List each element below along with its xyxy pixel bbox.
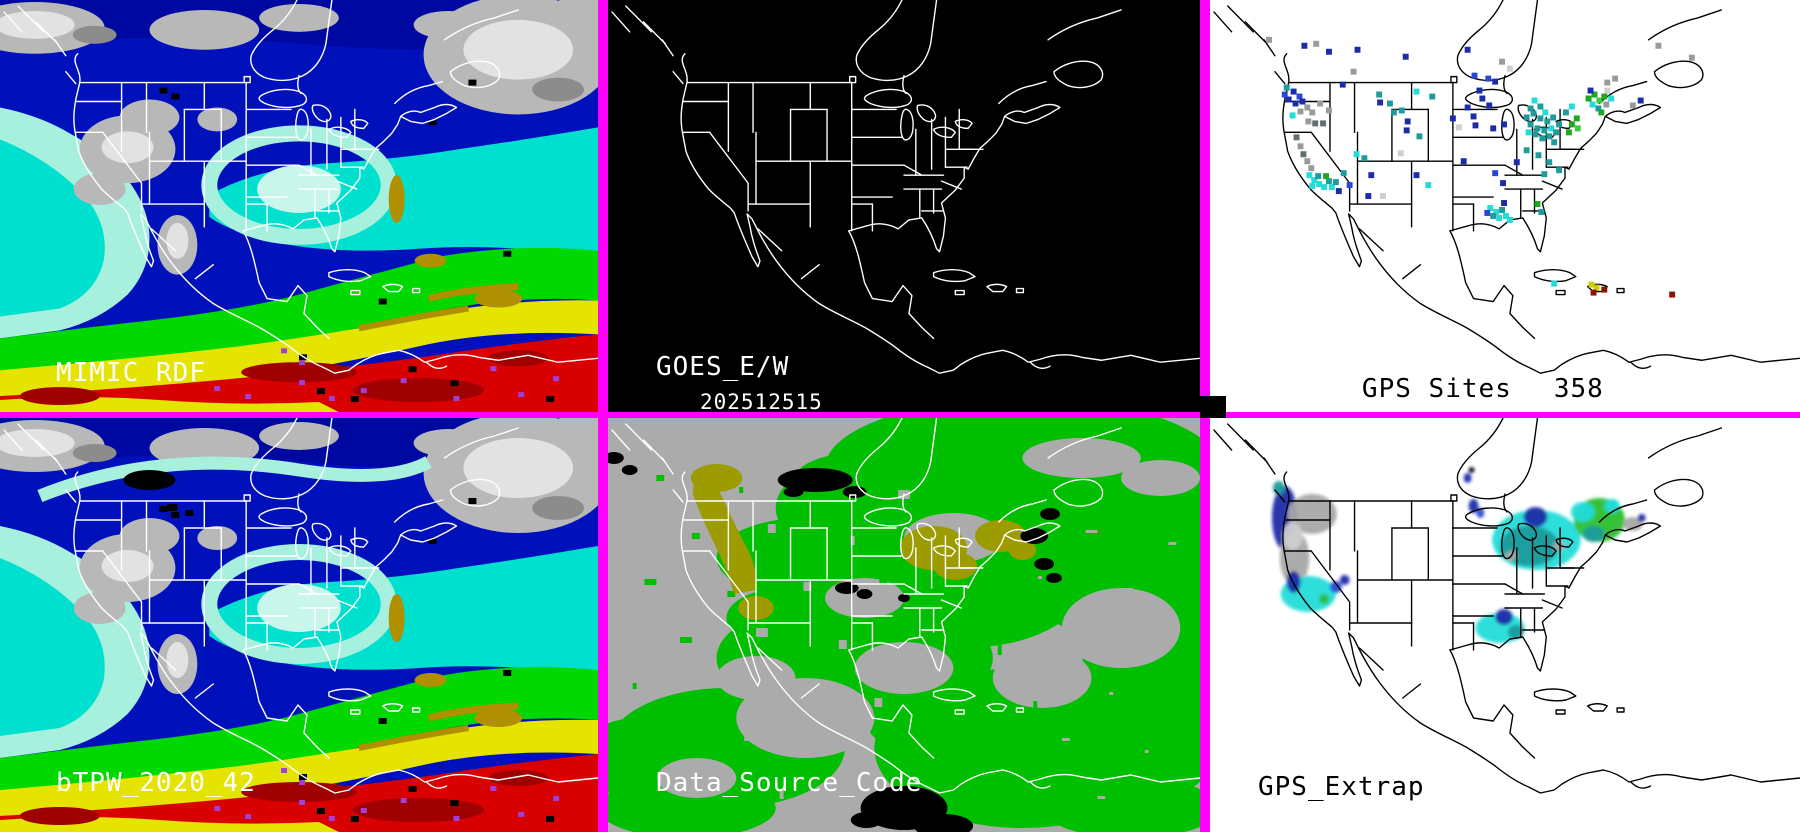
gps-sites-count: 358 — [1553, 374, 1604, 404]
gps-sites-map-image — [1210, 0, 1800, 412]
gps-extrap-map-image — [1210, 418, 1800, 832]
panel-mimic-rdf: MIMIC RDF — [0, 0, 598, 412]
goes-map-image — [608, 0, 1200, 412]
goes-ew-label: GOES_E/W — [656, 352, 790, 382]
divider-horizontal — [0, 412, 1800, 418]
gps-extrap-label: GPS_Extrap — [1258, 772, 1425, 802]
panel-gps-extrap: GPS_Extrap — [1210, 418, 1800, 832]
gps-sites-label: GPS Sites 358 — [1262, 350, 1604, 412]
data-source-code-label: Data_Source_Code — [656, 768, 923, 798]
panel-goes-ew: GOES_E/W 202512515 — [608, 0, 1200, 412]
data-source-code-map-image — [608, 418, 1200, 832]
goes-timestamp: 202512515 — [700, 390, 823, 412]
panel-data-source-code: Data_Source_Code — [608, 418, 1200, 832]
btpw-label: bTPW_2020_42 — [56, 768, 256, 798]
gps-sites-title: GPS Sites — [1361, 374, 1512, 404]
goes-black-strip — [1200, 396, 1226, 418]
mimic-rdf-map-image — [0, 0, 598, 412]
mimic-rdf-label: MIMIC RDF — [56, 358, 206, 388]
panel-gps-sites: GPS Sites 358 — [1210, 0, 1800, 412]
btpw-map-image — [0, 418, 598, 832]
panel-btpw: bTPW_2020_42 — [0, 418, 598, 832]
